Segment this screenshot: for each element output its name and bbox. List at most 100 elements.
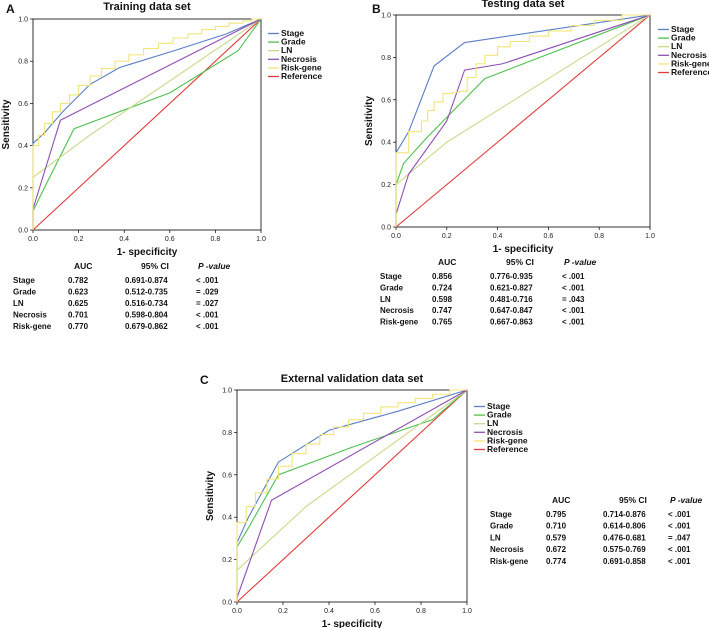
y-tick-label: 0.0 [222, 600, 232, 607]
table-cell-auc: 0.701 [68, 311, 89, 320]
x-tick-label: 0.8 [594, 233, 604, 240]
table-header-p: P -value [564, 257, 597, 267]
table-cell-p: = .047 [668, 533, 691, 542]
y-tick-label: 0.0 [18, 228, 28, 235]
legend-label: Risk-gene [671, 58, 709, 68]
legend-label: Risk-gene [281, 62, 322, 72]
x-axis-label: 1- specificity [117, 247, 178, 258]
table-cell-p: < .001 [196, 276, 219, 285]
table-header-p: P -value [198, 261, 231, 271]
y-axis-label: Sensitivity [364, 96, 375, 146]
y-tick-label: 0.0 [381, 225, 391, 232]
table-header-auc: AUC [74, 261, 92, 271]
x-tick-label: 1.0 [645, 233, 655, 240]
table-cell-p: < .001 [562, 283, 585, 292]
table-header-p: P -value [670, 495, 703, 505]
table-cell-p: = .027 [196, 299, 219, 308]
table-row: Grade 0.724 0.621-0.827 < .001 [380, 283, 585, 292]
x-axis-label: 1- specificity [493, 244, 554, 255]
table-cell-variable: Stage [380, 272, 402, 281]
table-cell-auc: 0.623 [68, 288, 89, 297]
legend-label: LN [671, 41, 682, 51]
legend-label: Necrosis [487, 427, 523, 437]
table-cell-auc: 0.625 [68, 299, 89, 308]
table-cell-variable: Necrosis [13, 311, 47, 320]
table-cell-variable: Grade [490, 522, 514, 531]
x-tick-label: 0.6 [165, 236, 175, 243]
table-cell-p: < .001 [562, 272, 585, 281]
table-header-ci: 95% CI [619, 495, 647, 505]
x-tick-label: 1.0 [256, 236, 266, 243]
table-row: Risk-gene 0.765 0.667-0.863 < .001 [380, 318, 585, 327]
y-tick-label: 0.8 [381, 55, 391, 62]
table-cell-ci: 0.647-0.847 [490, 306, 533, 315]
roc-line-risk-gene [236, 389, 467, 602]
panel-letter: B [372, 2, 381, 16]
table-row: Necrosis 0.747 0.647-0.847 < .001 [380, 306, 585, 315]
table-header-auc: AUC [552, 495, 570, 505]
y-tick-label: 0.4 [222, 515, 232, 522]
x-tick-label: 0.2 [278, 608, 288, 615]
roc-line-reference [32, 18, 262, 231]
table-cell-auc: 0.770 [68, 322, 89, 331]
y-tick-label: 0.2 [222, 557, 232, 564]
y-tick-label: 0.8 [18, 59, 28, 66]
chart-title: Testing data set [482, 0, 565, 10]
table-cell-variable: LN [490, 533, 501, 542]
legend-label: Necrosis [281, 54, 317, 64]
table-row: Stage 0.782 0.691-0.874 < .001 [13, 276, 219, 285]
legend-label: Grade [487, 410, 512, 420]
table-header-auc: AUC [438, 257, 456, 267]
table-row: Stage 0.795 0.714-0.876 < .001 [490, 510, 691, 519]
y-tick-label: 0.8 [222, 430, 232, 437]
y-axis-label: Sensitivity [1, 99, 12, 149]
table-cell-p: < .001 [196, 322, 219, 331]
table-cell-p: = .029 [196, 288, 219, 297]
table-header-ci: 95% CI [506, 257, 534, 267]
table-row: Grade 0.710 0.614-0.806 < .001 [490, 522, 691, 531]
table-cell-auc: 0.598 [432, 295, 453, 304]
table-cell-variable: LN [380, 295, 391, 304]
table-cell-p: < .001 [668, 522, 691, 531]
table-cell-auc: 0.724 [432, 283, 453, 292]
table-row: LN 0.579 0.476-0.681 = .047 [490, 533, 691, 542]
table-cell-p: < .001 [668, 510, 691, 519]
panel-a: A Training data set 0.00.0 0.2 0.2 0.4 0.4 0.6 0… [1, 1, 322, 331]
y-tick-label: 0.4 [381, 140, 391, 147]
table-cell-ci: 0.776-0.935 [490, 272, 533, 281]
x-tick-label: 0.2 [74, 236, 84, 243]
table-row: LN 0.625 0.516-0.734 = .027 [13, 299, 219, 308]
table-cell-variable: Grade [380, 283, 404, 292]
x-tick-label: 0.8 [416, 608, 426, 615]
y-tick-label: 0.2 [18, 185, 28, 192]
y-axis-label: Sensitivity [205, 471, 216, 521]
x-tick-label: 0.6 [544, 233, 554, 240]
table-row: LN 0.598 0.481-0.716 = .043 [380, 295, 585, 304]
table-cell-auc: 0.782 [68, 276, 89, 285]
x-tick-label: 0.6 [370, 608, 380, 615]
table-row: Grade 0.623 0.512-0.735 = .029 [13, 288, 219, 297]
legend-label: Stage [487, 401, 510, 411]
y-tick-label: 1.0 [222, 388, 232, 395]
plot-frame [32, 18, 262, 231]
y-tick-label: 0.6 [222, 472, 232, 479]
table-cell-p: < .001 [668, 545, 691, 554]
table-cell-variable: Risk-gene [380, 318, 419, 327]
y-tick-label: 1.0 [18, 17, 28, 24]
table-cell-ci: 0.575-0.769 [603, 545, 646, 554]
y-tick-label: 0.6 [18, 101, 28, 108]
table-row: Risk-gene 0.770 0.679-0.862 < .001 [13, 322, 219, 331]
table-cell-p: = .043 [562, 295, 585, 304]
table-cell-ci: 0.598-0.804 [125, 311, 168, 320]
roc-line-reference [395, 14, 651, 228]
legend-label: Stage [281, 28, 304, 38]
x-tick-label: 0.2 [442, 233, 452, 240]
table-cell-ci: 0.621-0.827 [490, 283, 533, 292]
table-cell-auc: 0.795 [546, 510, 567, 519]
plot-frame [236, 389, 468, 603]
x-tick-label: 0.4 [324, 608, 334, 615]
roc-line-reference [236, 389, 468, 603]
plot-frame [395, 14, 651, 228]
table-cell-variable: Risk-gene [13, 322, 52, 331]
table-cell-p: < .001 [196, 311, 219, 320]
